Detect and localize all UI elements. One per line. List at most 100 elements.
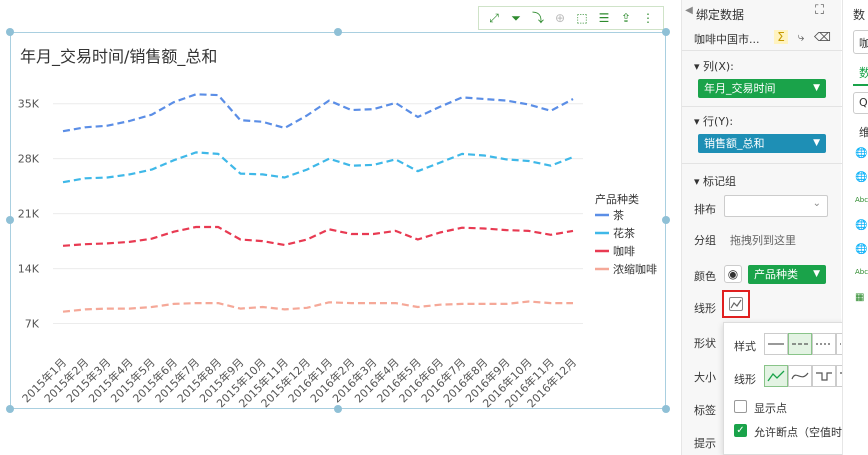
color-field-pill[interactable]: 产品种类 ▼	[748, 265, 826, 284]
allow-breaks-label: 允许断点（空值时）	[754, 426, 853, 439]
size-label: 大小	[694, 371, 716, 384]
y-axis-ticks: 35K 28K 21K 14K 7K	[18, 98, 40, 331]
resize-handle-br[interactable]	[662, 405, 670, 413]
resize-handle-tl[interactable]	[6, 28, 14, 36]
field-search-input[interactable]: Q	[853, 92, 868, 114]
tooltip-label: 提示	[694, 437, 716, 450]
show-points-label: 显示点	[754, 402, 787, 415]
line-type-label: 线形	[734, 373, 756, 386]
export-icon[interactable]: ⇪	[620, 11, 632, 25]
series-layer	[62, 93, 574, 313]
globe-icon[interactable]: 🌐	[855, 172, 868, 183]
swap-data-icon[interactable]: ⛶	[815, 3, 825, 18]
dataset-name[interactable]: 咖啡中国市...	[694, 33, 760, 46]
linestyle-button[interactable]	[722, 290, 750, 318]
text-field-icon[interactable]: Abc	[855, 196, 868, 204]
y-tick-label: 7K	[25, 318, 40, 331]
resize-handle-tr[interactable]	[662, 28, 670, 36]
legend-label[interactable]: 茶	[613, 209, 624, 222]
color-field-text: 产品种类	[754, 268, 798, 281]
y-tick-label: 35K	[18, 98, 40, 111]
list-icon[interactable]: ☰	[598, 11, 610, 25]
resize-handle-tm[interactable]	[334, 28, 342, 36]
shape-label: 形状	[694, 337, 716, 350]
series-line-浓缩咖啡[interactable]	[62, 300, 573, 313]
straight-line-option[interactable]	[764, 365, 788, 387]
legend-label[interactable]: 咖啡	[613, 244, 635, 258]
resize-handle-mr[interactable]	[662, 216, 670, 224]
columns-label-text: 列(X):	[703, 60, 734, 73]
eraser-icon[interactable]: ⌫	[814, 30, 831, 44]
chart-card[interactable]: 年月_交易时间/销售额_总和 35K 28K 21K 14K 7K 2015年1月 201…	[10, 32, 666, 410]
hierarchy-icon[interactable]: ⤷	[797, 30, 805, 44]
rows-field-text: 销售额_总和	[704, 137, 765, 150]
binding-panel: ◀ 绑定数据 ⛶ 咖啡中国市... Σ ⤷ ⌫ ▾ 列(X): 年月_交易时间 ▼…	[681, 0, 842, 455]
globe-icon[interactable]: 🌐	[855, 220, 868, 231]
drill-icon[interactable]: ⤵	[531, 11, 544, 25]
resize-handle-bl[interactable]	[6, 405, 14, 413]
columns-label: ▾ 列(X):	[694, 60, 734, 73]
resize-handle-ml[interactable]	[6, 216, 14, 224]
collapse-icon[interactable]: ◀	[685, 5, 693, 16]
zoom-icon[interactable]: ⊕	[554, 11, 566, 25]
group-drop-zone[interactable]: 拖拽列到这里	[730, 234, 796, 247]
rows-label: ▾ 行(Y):	[694, 115, 734, 128]
marks-label-text: 标记组	[703, 175, 737, 188]
line-chart: 35K 28K 21K 14K 7K 2015年1月2015年2月2015年3月2015…	[18, 93, 657, 410]
sum-icon[interactable]: Σ	[774, 30, 788, 44]
globe-icon[interactable]: 🌐	[855, 244, 868, 255]
y-tick-label: 14K	[18, 263, 40, 276]
fullscreen-icon[interactable]: ⤢	[489, 11, 499, 25]
resize-handle-bm[interactable]	[334, 405, 342, 413]
series-line-花茶[interactable]	[62, 151, 574, 184]
text-field-icon[interactable]: Abc	[855, 268, 868, 276]
chevron-down-icon: ⌄	[812, 198, 821, 209]
divider	[682, 50, 842, 51]
step-line-option[interactable]	[812, 365, 836, 387]
chevron-down-icon: ▼	[813, 83, 820, 93]
legend-label[interactable]: 浓缩咖啡	[613, 262, 657, 276]
rows-field-pill[interactable]: 销售额_总和 ▼	[698, 134, 826, 153]
color-label: 颜色	[694, 270, 716, 283]
legend-title: 产品种类	[595, 192, 639, 206]
chevron-down-icon: ▼	[813, 138, 820, 148]
sort-label: 排布	[694, 203, 716, 216]
solid-line-option[interactable]	[764, 333, 788, 355]
series-line-咖啡[interactable]	[62, 225, 574, 247]
linestyle-label: 线形	[694, 302, 716, 315]
dashed-line-option[interactable]	[788, 333, 812, 355]
marks-label: ▾ 标记组	[694, 175, 737, 188]
globe-icon[interactable]: 🌐	[855, 148, 868, 159]
y-tick-label: 28K	[18, 153, 40, 166]
legend-label[interactable]: 花茶	[613, 227, 635, 240]
tab-data[interactable]: 数	[859, 66, 868, 80]
data-source-strip: 数 咖 数 Q 维 🌐 🌐 Abc 🌐 🌐 Abc ▦	[842, 0, 868, 455]
curve-line-option[interactable]	[788, 365, 812, 387]
x-axis-ticks: 2015年1月2015年2月2015年3月2015年4月2015年5月2015年…	[19, 355, 579, 410]
columns-field-pill[interactable]: 年月_交易时间 ▼	[698, 79, 826, 98]
select-icon[interactable]: ⬚	[576, 11, 588, 25]
divider	[682, 106, 842, 107]
chevron-down-icon: ▼	[813, 269, 820, 279]
grid-layer	[53, 103, 583, 325]
dataset-select[interactable]: 咖	[853, 30, 868, 54]
palette-icon[interactable]: ◉	[724, 265, 742, 283]
dimension-label: 维	[859, 126, 868, 139]
columns-field-text: 年月_交易时间	[704, 82, 776, 95]
y-tick-label: 21K	[18, 208, 40, 221]
calendar-icon[interactable]: ▦	[855, 292, 865, 303]
dotted-line-option[interactable]	[812, 333, 836, 355]
rows-label-text: 行(Y):	[703, 115, 734, 128]
filter-icon[interactable]: ⏷	[511, 11, 521, 25]
allow-breaks-checkbox[interactable]: ✓	[734, 424, 747, 437]
group-label: 分组	[694, 234, 716, 247]
sort-select[interactable]: ⌄	[724, 195, 828, 217]
more-icon[interactable]: ⋮	[642, 11, 654, 25]
series-line-茶[interactable]	[62, 93, 574, 133]
show-points-checkbox[interactable]	[734, 400, 747, 413]
tab-underline	[853, 84, 868, 86]
style-label: 样式	[734, 340, 756, 353]
chart-toolbar: ⤢ ⏷ ⤵ ⊕ ⬚ ☰ ⇪ ⋮	[478, 6, 664, 30]
